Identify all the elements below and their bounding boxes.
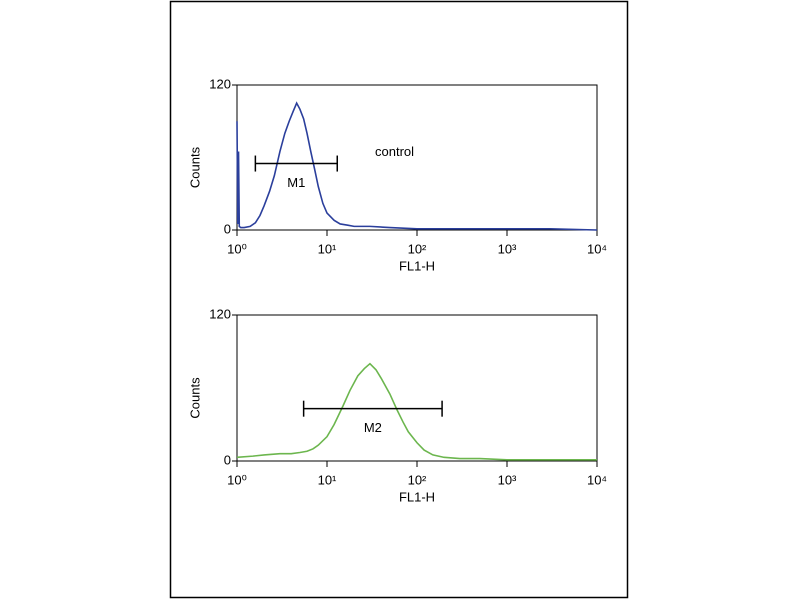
figure-frame (169, 0, 629, 599)
histogram-line (236, 362, 597, 461)
x-tick-label: 10¹ (318, 241, 337, 256)
histogram-line (236, 101, 598, 231)
x-axis-label: FL1-H (399, 258, 435, 273)
x-tick-label: 10⁰ (227, 241, 247, 256)
x-tick-label: 10³ (498, 241, 517, 256)
y-tick-label: 120 (209, 306, 231, 321)
plot-frame (236, 314, 598, 462)
x-tick-label: 10⁴ (587, 472, 607, 487)
annotation: control (375, 144, 414, 159)
x-tick-label: 10³ (498, 472, 517, 487)
x-tick-label: 10² (408, 241, 427, 256)
y-axis-label: Counts (187, 146, 202, 188)
y-tick-label: 0 (224, 221, 231, 236)
marker-label: M1 (287, 175, 305, 190)
marker-label: M2 (364, 420, 382, 435)
y-tick-label: 0 (224, 452, 231, 467)
x-tick-label: 10² (408, 472, 427, 487)
x-tick-label: 10¹ (318, 472, 337, 487)
plot-frame (236, 84, 598, 231)
y-tick-label: 120 (209, 76, 231, 91)
x-tick-label: 10⁰ (227, 472, 247, 487)
x-tick-label: 10⁴ (587, 241, 607, 256)
x-axis-label: FL1-H (399, 489, 435, 504)
y-axis-label: Counts (187, 377, 202, 419)
